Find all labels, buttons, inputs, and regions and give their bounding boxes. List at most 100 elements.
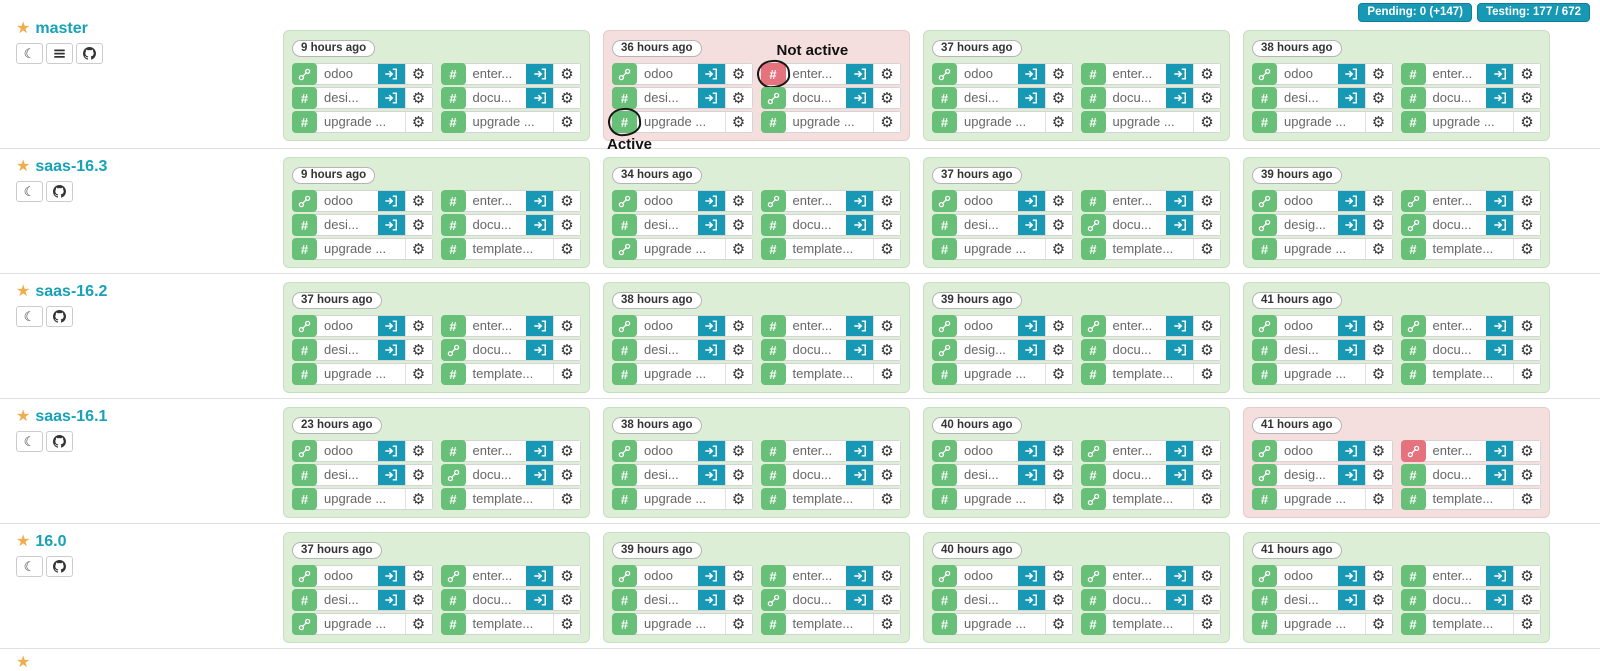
settings-button[interactable]: ⚙: [873, 112, 900, 132]
settings-button[interactable]: ⚙: [1513, 590, 1540, 610]
build-repo-label[interactable]: desi...: [964, 217, 999, 232]
moon-button[interactable]: ☾: [16, 431, 43, 452]
moon-button[interactable]: ☾: [16, 556, 43, 577]
sign-in-button[interactable]: [1166, 191, 1193, 211]
sign-in-button[interactable]: [697, 215, 725, 235]
bundle-age-badge[interactable]: 37 hours ago: [292, 292, 382, 309]
commit-hash-icon[interactable]: #: [612, 613, 637, 635]
build-repo-label[interactable]: template...: [1432, 491, 1494, 506]
commit-hash-icon[interactable]: #: [292, 339, 317, 361]
bundle-age-badge[interactable]: 38 hours ago: [1252, 40, 1342, 57]
settings-button[interactable]: ⚙: [553, 489, 580, 509]
commit-hash-icon[interactable]: #: [1080, 63, 1106, 85]
commit-hash-icon[interactable]: #: [932, 488, 957, 510]
sign-in-button[interactable]: [1486, 465, 1513, 485]
sign-in-button[interactable]: [1017, 340, 1045, 360]
commit-hash-icon[interactable]: #: [932, 238, 957, 260]
sign-in-button[interactable]: [697, 590, 725, 610]
commit-hash-icon[interactable]: #: [1252, 488, 1277, 510]
commit-hash-icon[interactable]: #: [1080, 339, 1106, 361]
build-repo-label[interactable]: upgrade ...: [792, 114, 855, 129]
bundle-age-badge[interactable]: 39 hours ago: [612, 542, 702, 559]
build-repo-label[interactable]: template...: [1112, 366, 1174, 381]
build-repo-label[interactable]: template...: [792, 616, 854, 631]
commit-hash-icon[interactable]: #: [1080, 589, 1106, 611]
build-repo-label[interactable]: docu...: [1112, 342, 1152, 357]
settings-button[interactable]: ⚙: [724, 239, 752, 259]
settings-button[interactable]: ⚙: [1513, 614, 1540, 634]
commit-hash-icon[interactable]: #: [932, 363, 957, 385]
build-repo-label[interactable]: template...: [792, 241, 854, 256]
build-repo-label[interactable]: template...: [792, 491, 854, 506]
build-repo-label[interactable]: docu...: [472, 90, 512, 105]
build-repo-label[interactable]: desi...: [644, 592, 679, 607]
build-repo-label[interactable]: enter...: [472, 318, 513, 333]
settings-button[interactable]: ⚙: [873, 614, 900, 634]
build-repo-label[interactable]: desig...: [1284, 467, 1326, 482]
commit-hash-icon[interactable]: #: [1080, 111, 1106, 133]
build-repo-label[interactable]: desi...: [644, 90, 679, 105]
sign-in-button[interactable]: [526, 465, 553, 485]
commit-hash-icon[interactable]: #: [440, 238, 466, 260]
build-repo-label[interactable]: upgrade ...: [324, 491, 387, 506]
commit-hash-icon[interactable]: #: [612, 363, 637, 385]
commit-hash-icon[interactable]: #: [1400, 238, 1426, 260]
bundle-age-badge[interactable]: 40 hours ago: [932, 417, 1022, 434]
sign-in-button[interactable]: [1166, 215, 1193, 235]
build-repo-label[interactable]: desi...: [324, 592, 359, 607]
bundle-age-badge[interactable]: 37 hours ago: [932, 167, 1022, 184]
build-repo-label[interactable]: desi...: [644, 342, 679, 357]
commit-hash-icon[interactable]: #: [760, 613, 786, 635]
commit-hash-icon[interactable]: #: [292, 363, 317, 385]
settings-button[interactable]: ⚙: [553, 316, 580, 336]
sign-in-button[interactable]: [1486, 215, 1513, 235]
build-repo-label[interactable]: odoo: [964, 568, 993, 583]
sign-in-button[interactable]: [526, 340, 553, 360]
sign-in-button[interactable]: [1017, 191, 1045, 211]
sign-in-button[interactable]: [1017, 441, 1045, 461]
build-repo-label[interactable]: upgrade ...: [964, 491, 1027, 506]
build-repo-label[interactable]: upgrade ...: [644, 491, 707, 506]
settings-button[interactable]: ⚙: [873, 64, 900, 84]
commit-hash-icon[interactable]: #: [1080, 190, 1106, 212]
pending-badge[interactable]: Pending: 0 (+147): [1358, 3, 1472, 22]
build-repo-label[interactable]: upgrade ...: [1284, 114, 1347, 129]
commit-hash-icon[interactable]: #: [1400, 488, 1426, 510]
branch-link-icon[interactable]: [1252, 214, 1277, 236]
branch-link-icon[interactable]: [440, 339, 466, 361]
settings-button[interactable]: ⚙: [1193, 191, 1220, 211]
build-repo-label[interactable]: docu...: [1432, 90, 1472, 105]
sign-in-button[interactable]: [377, 64, 405, 84]
build-repo-label[interactable]: desi...: [324, 467, 359, 482]
commit-hash-icon[interactable]: #: [760, 111, 786, 133]
settings-button[interactable]: ⚙: [1513, 112, 1540, 132]
sign-in-button[interactable]: [377, 88, 405, 108]
settings-button[interactable]: ⚙: [1513, 489, 1540, 509]
build-repo-label[interactable]: desi...: [324, 217, 359, 232]
build-repo-label[interactable]: template...: [1432, 241, 1494, 256]
commit-hash-icon[interactable]: #: [760, 488, 786, 510]
settings-button[interactable]: ⚙: [1513, 441, 1540, 461]
commit-hash-icon[interactable]: #: [292, 87, 317, 109]
sign-in-button[interactable]: [1486, 340, 1513, 360]
settings-button[interactable]: ⚙: [1364, 215, 1392, 235]
sign-in-button[interactable]: [846, 215, 873, 235]
sign-in-button[interactable]: [697, 316, 725, 336]
settings-button[interactable]: ⚙: [1193, 489, 1220, 509]
commit-hash-icon[interactable]: #: [1400, 613, 1426, 635]
build-repo-label[interactable]: template...: [1112, 616, 1174, 631]
build-repo-label[interactable]: template...: [1432, 366, 1494, 381]
commit-hash-icon[interactable]: #: [612, 214, 637, 236]
settings-button[interactable]: ⚙: [404, 566, 432, 586]
sign-in-button[interactable]: [1337, 64, 1365, 84]
settings-button[interactable]: ⚙: [1193, 316, 1220, 336]
sign-in-button[interactable]: [1486, 64, 1513, 84]
sign-in-button[interactable]: [1486, 566, 1513, 586]
sign-in-button[interactable]: [1166, 441, 1193, 461]
settings-button[interactable]: ⚙: [1193, 215, 1220, 235]
commit-hash-icon[interactable]: #: [440, 63, 466, 85]
build-repo-label[interactable]: docu...: [472, 592, 512, 607]
sign-in-button[interactable]: [1486, 316, 1513, 336]
settings-button[interactable]: ⚙: [724, 64, 752, 84]
sign-in-button[interactable]: [1166, 465, 1193, 485]
